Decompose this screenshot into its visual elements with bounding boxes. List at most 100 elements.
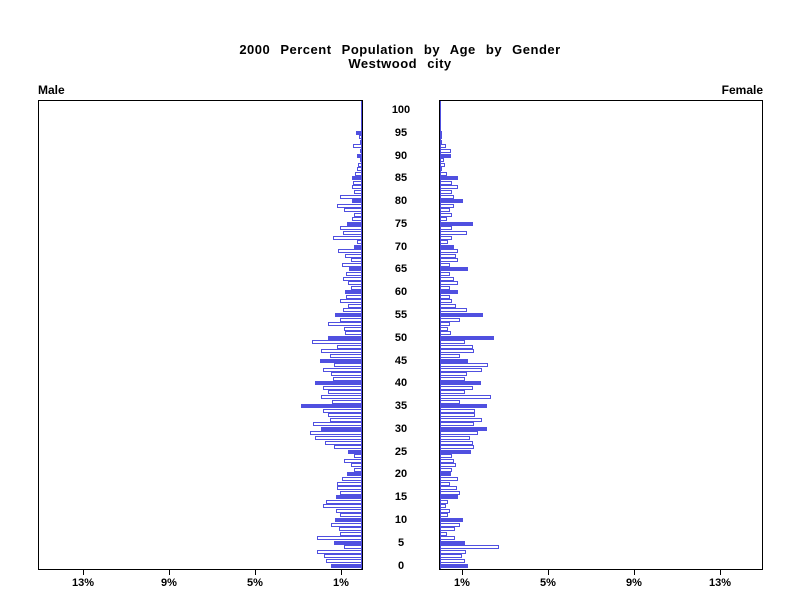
bar-female-age-68 [440, 254, 456, 258]
bar-female-age-65 [440, 267, 468, 271]
bar-female-age-5 [440, 541, 465, 545]
bar-female-age-60 [440, 290, 458, 294]
bar-male-age-68 [345, 254, 362, 258]
male-pct-1-label: 1% [333, 577, 349, 589]
bar-female-age-12 [440, 509, 450, 513]
bar-male-age-60 [345, 290, 362, 294]
bar-male-age-50 [328, 336, 362, 340]
age-tick-label-75: 75 [394, 218, 408, 230]
bar-male-age-52 [344, 327, 362, 331]
bar-female-age-59 [440, 295, 450, 299]
bar-male-age-59 [346, 295, 362, 299]
bar-female-age-27 [440, 441, 473, 445]
bar-male-age-10 [335, 518, 362, 522]
bar-male-age-31 [313, 422, 362, 426]
bar-male-age-30 [321, 427, 362, 431]
bar-female-age-80 [440, 199, 463, 203]
bar-female-age-58 [440, 299, 452, 303]
bar-female-age-91 [440, 149, 451, 153]
bar-female-age-25 [440, 450, 471, 454]
bar-male-age-87 [357, 167, 362, 171]
bar-male-age-9 [331, 523, 362, 527]
bar-female-age-40 [440, 381, 481, 385]
bar-female-age-94 [440, 135, 442, 139]
female-pct-9-label: 9% [626, 577, 642, 589]
bar-male-age-12 [336, 509, 362, 513]
bar-male-age-74 [340, 226, 362, 230]
bar-male-age-77 [354, 213, 362, 217]
bar-male-age-91 [360, 149, 362, 153]
bar-female-age-0 [440, 564, 468, 568]
bar-male-age-55 [335, 313, 362, 317]
bar-female-age-79 [440, 204, 454, 208]
male-pct-13-label: 13% [71, 577, 95, 589]
bar-male-age-65 [349, 267, 362, 271]
male-pct-9-tick [169, 570, 170, 575]
bar-male-age-94 [359, 135, 362, 139]
bar-male-age-20 [347, 472, 362, 476]
bar-male-age-0 [331, 564, 362, 568]
male-side-label: Male [38, 83, 65, 97]
bar-male-age-15 [336, 495, 362, 499]
bar-female-age-93 [440, 140, 442, 144]
bar-male-age-64 [346, 272, 362, 276]
chart-title: 2000 Percent Population by Age by Gender [239, 42, 561, 57]
bar-male-age-45 [320, 359, 362, 363]
bar-female-age-67 [440, 258, 458, 262]
bar-male-age-69 [338, 249, 362, 253]
bar-male-age-75 [347, 222, 362, 226]
bar-female-age-49 [440, 340, 465, 344]
bar-female-age-11 [440, 513, 448, 517]
bar-male-age-17 [337, 486, 362, 490]
bar-female-age-50 [440, 336, 494, 340]
bar-female-age-89 [440, 158, 444, 162]
bar-male-age-23 [344, 459, 362, 463]
bar-female-age-38 [440, 390, 465, 394]
age-tick-label-40: 40 [394, 377, 408, 389]
bar-male-age-71 [357, 240, 362, 244]
bar-female-age-61 [440, 286, 450, 290]
bar-female-age-34 [440, 409, 475, 413]
zero-baseline [361, 101, 362, 569]
bar-male-age-2 [324, 554, 362, 558]
age-tick-label-50: 50 [394, 332, 408, 344]
bar-female-age-16 [440, 491, 460, 495]
bar-male-age-6 [317, 536, 362, 540]
age-tick-label-60: 60 [394, 286, 408, 298]
bar-male-age-93 [360, 140, 362, 144]
bar-female-age-24 [440, 454, 452, 458]
bar-male-age-28 [315, 436, 362, 440]
bar-female-age-71 [440, 240, 448, 244]
bar-female-age-10 [440, 518, 463, 522]
bar-male-age-32 [330, 418, 362, 422]
age-tick-label-35: 35 [394, 400, 408, 412]
bar-male-age-1 [326, 559, 362, 563]
bar-male-age-41 [333, 377, 362, 381]
female-pct-13-tick [720, 570, 721, 575]
bar-female-age-23 [440, 459, 454, 463]
bar-male-age-39 [323, 386, 362, 390]
bar-male-age-62 [348, 281, 362, 285]
bar-female-age-46 [440, 354, 460, 358]
bar-male-age-89 [360, 158, 362, 162]
age-tick-label-90: 90 [394, 150, 408, 162]
bar-male-age-84 [353, 181, 362, 185]
bar-female-age-86 [440, 172, 447, 176]
bar-female-age-3 [440, 550, 466, 554]
male-plot-area [38, 100, 363, 570]
bar-male-age-48 [337, 345, 362, 349]
age-axis-labels: 0 5 10 15 20 25 30 35 40 45 50 55 60 65 70 75 80 85 90 95 10… [363, 100, 439, 572]
bar-male-age-88 [358, 163, 362, 167]
bar-female-age-51 [440, 331, 451, 335]
bar-male-age-44 [334, 363, 362, 367]
bar-male-age-43 [323, 368, 362, 372]
bar-female-age-33 [440, 413, 475, 417]
bar-male-age-54 [340, 318, 362, 322]
male-pct-9-label: 9% [161, 577, 177, 589]
bar-male-age-85 [352, 176, 362, 180]
age-tick-label-70: 70 [394, 241, 408, 253]
female-pct-5-tick [548, 570, 549, 575]
bar-female-age-28 [440, 436, 470, 440]
bar-female-age-85 [440, 176, 458, 180]
bar-male-age-66 [342, 263, 362, 267]
